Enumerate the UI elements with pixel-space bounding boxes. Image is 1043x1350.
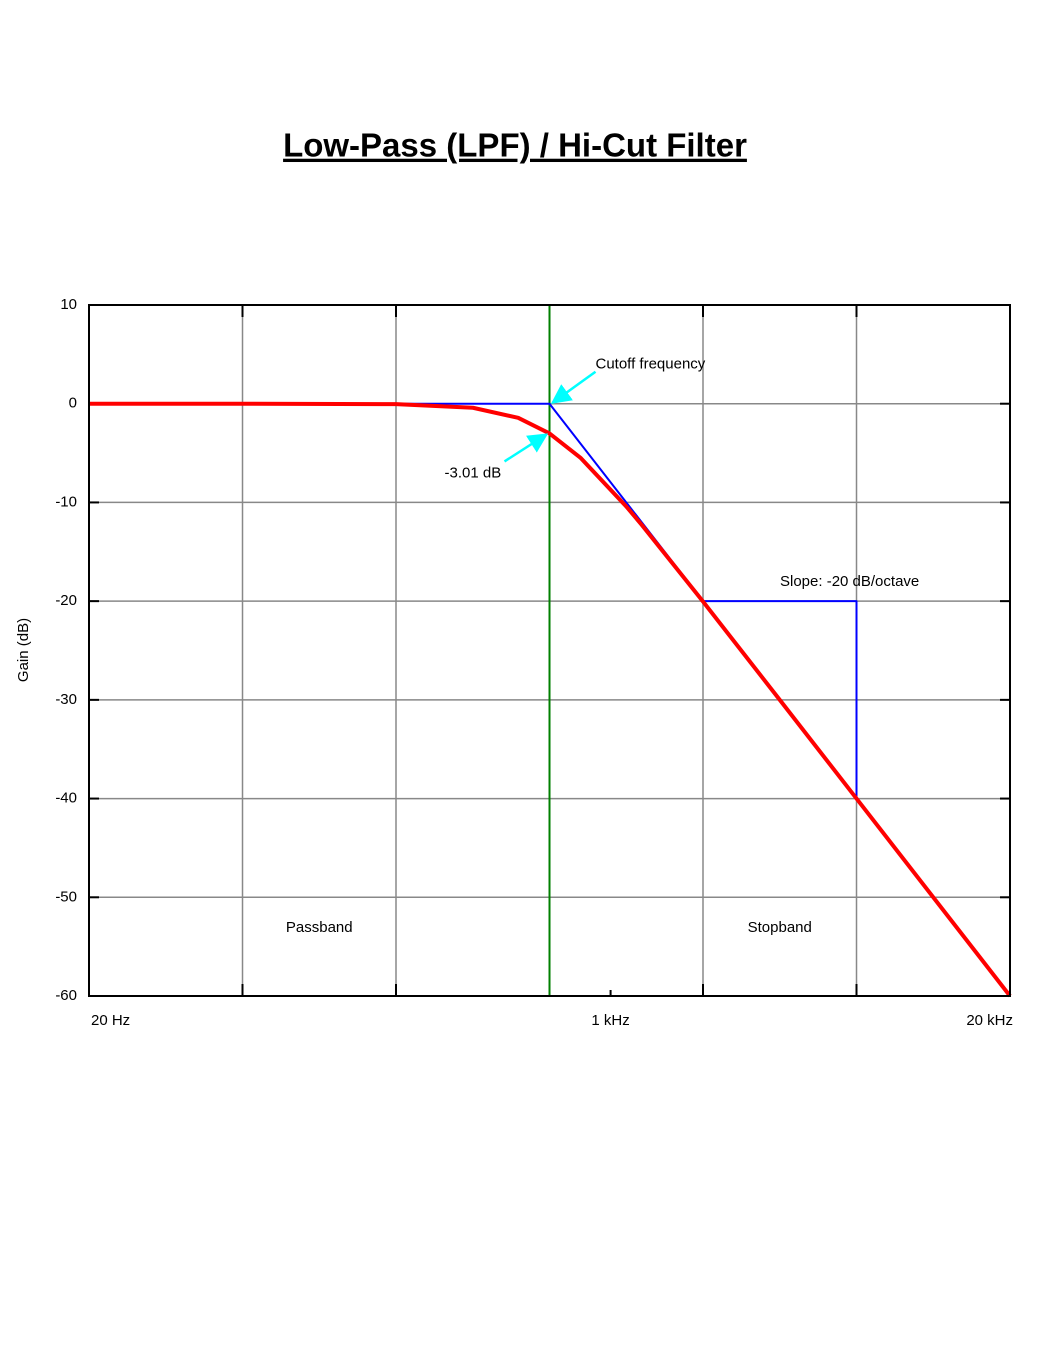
response-curve [89,401,1012,998]
y-tick-label: -60 [55,987,77,1004]
y-tick-label: -50 [55,888,77,905]
y-axis-label: Gain (dB) [15,618,32,682]
x-tick-label: 20 kHz [966,1012,1013,1029]
slope-label: Slope: -20 dB/octave [780,573,919,590]
y-tick-label: -30 [55,691,77,708]
annotation-text: Cutoff frequency [596,356,706,373]
y-tick-label: -20 [55,592,77,609]
annotation-arrow [503,433,549,463]
annotation-arrow [550,370,597,404]
y-tick-label: 10 [60,296,77,313]
y-tick-label: -40 [55,790,77,807]
asymptote-line [703,600,858,799]
annotation-text: -3.01 dB [445,464,502,481]
y-tick-label: -10 [55,493,77,510]
y-tick-label: 0 [69,395,77,412]
region-label: Passband [286,919,353,936]
plot-frame [88,304,1011,997]
chart-title: Low-Pass (LPF) / Hi-Cut Filter [283,127,747,164]
x-tick-label: 20 Hz [91,1012,130,1029]
x-tick-label: 1 kHz [591,1012,629,1029]
region-label: Stopband [748,919,812,936]
